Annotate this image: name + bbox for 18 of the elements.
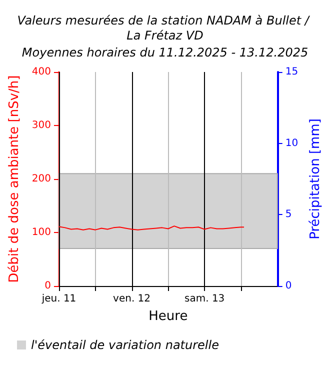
y2-axis-title: Précipitation [mm] xyxy=(308,118,323,240)
y2-tick-label: 10 xyxy=(285,138,298,149)
y2-tick-label: 5 xyxy=(285,209,292,220)
y-tick-label: 0 xyxy=(44,280,51,292)
chart-subtitle: Moyennes horaires du 11.12.2025 - 13.12.2025 xyxy=(22,46,308,60)
y2-tick-label: 0 xyxy=(285,280,292,292)
legend-label: l'éventail de variation naturelle xyxy=(31,338,219,352)
y-tick-label: 200 xyxy=(32,174,51,184)
x-axis-title: Heure xyxy=(148,309,188,324)
y-tick-label: 400 xyxy=(32,66,51,78)
x-tick-label: sam. 13 xyxy=(184,294,225,304)
chart-title: Valeurs mesurées de la station NADAM à Bullet / La Frétaz VD xyxy=(17,14,313,42)
y-axis-title: Débit de dose ambiante [nSv/h] xyxy=(7,75,22,283)
y-tick-label: 300 xyxy=(32,120,51,131)
y2-tick-label: 15 xyxy=(285,66,298,78)
x-tick-label: jeu. 11 xyxy=(40,294,76,304)
x-tick-label: ven. 12 xyxy=(113,294,151,304)
y-tick-label: 100 xyxy=(32,227,51,238)
